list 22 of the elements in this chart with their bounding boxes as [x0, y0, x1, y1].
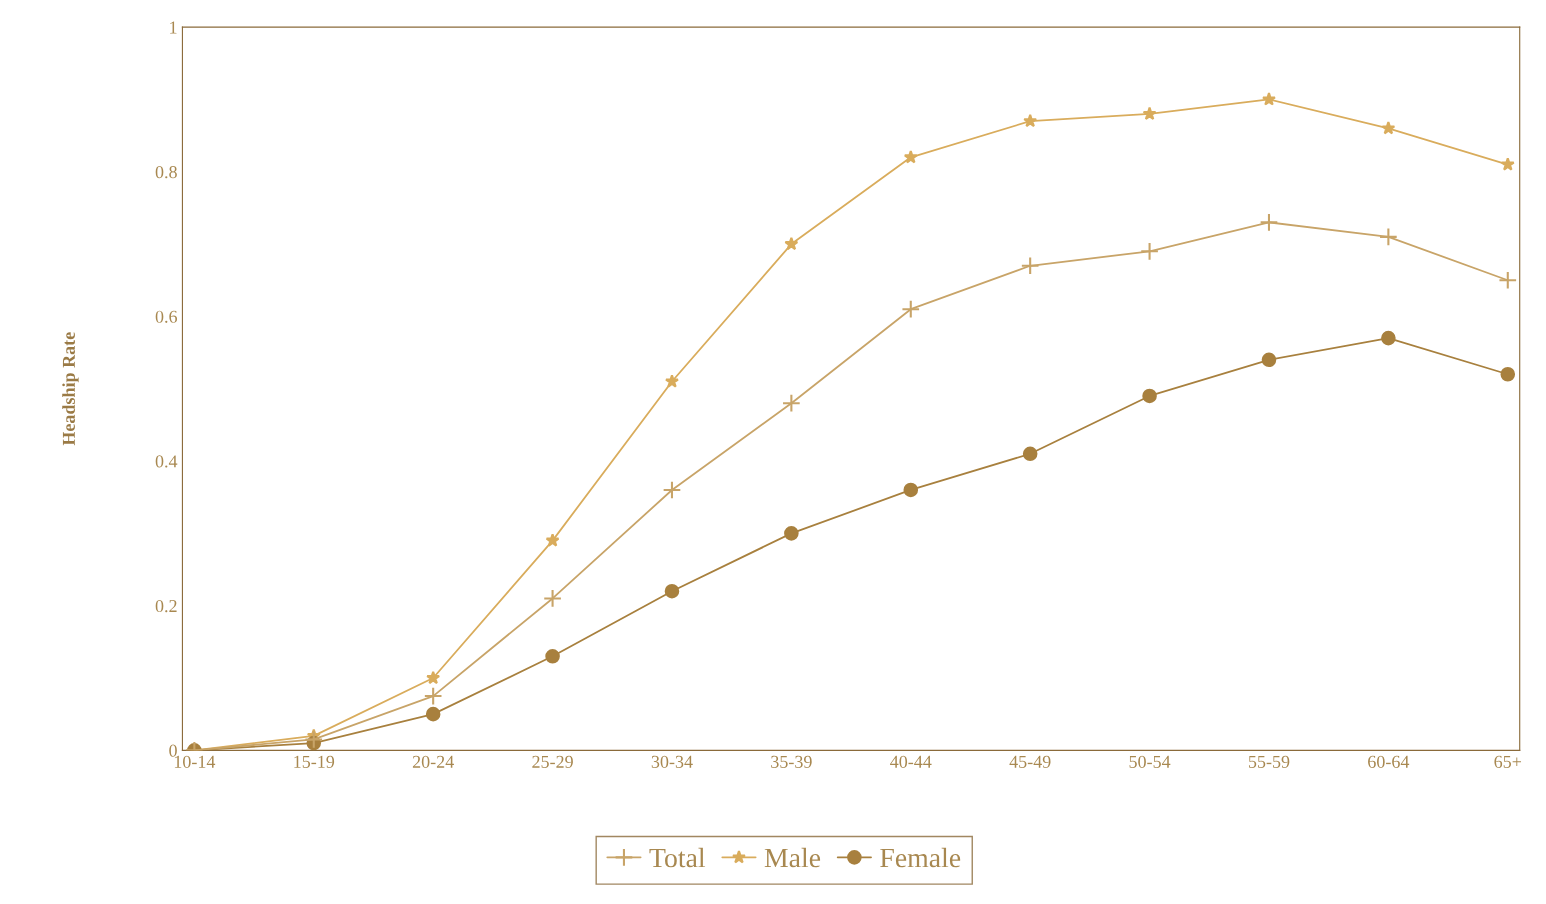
x-tick-label: 30-34	[651, 755, 693, 768]
x-tick-label: 15-19	[294, 755, 335, 768]
x-tick-label: 20-24	[412, 755, 454, 768]
x-tick-label: 25-29	[532, 755, 573, 768]
x-tick-label: 65+	[1494, 755, 1522, 768]
x-tick-label: 50-54	[1129, 755, 1171, 768]
y-tick-label: 0.8	[155, 166, 177, 179]
y-tick-label: 0.2	[155, 599, 177, 613]
y-tick-label: 0	[169, 744, 177, 757]
y-tick-label: 1	[170, 21, 177, 34]
x-tick-label: 60-64	[1368, 755, 1410, 768]
y-tick-label: 0.6	[155, 310, 178, 323]
x-tick-label: 40-44	[890, 755, 932, 768]
legend-label: Male	[764, 847, 821, 868]
y-tick-label: 0.4	[155, 455, 178, 468]
x-tick-label: 45-49	[1009, 755, 1051, 768]
legend-label: Female	[880, 847, 961, 868]
x-tick-label: 55-59	[1248, 755, 1290, 768]
y-axis-title: Headship Rate	[62, 332, 79, 446]
x-tick-label: 10-14	[174, 755, 216, 768]
x-tick-label: 35-39	[771, 755, 812, 768]
legend-label: Total	[649, 847, 706, 868]
